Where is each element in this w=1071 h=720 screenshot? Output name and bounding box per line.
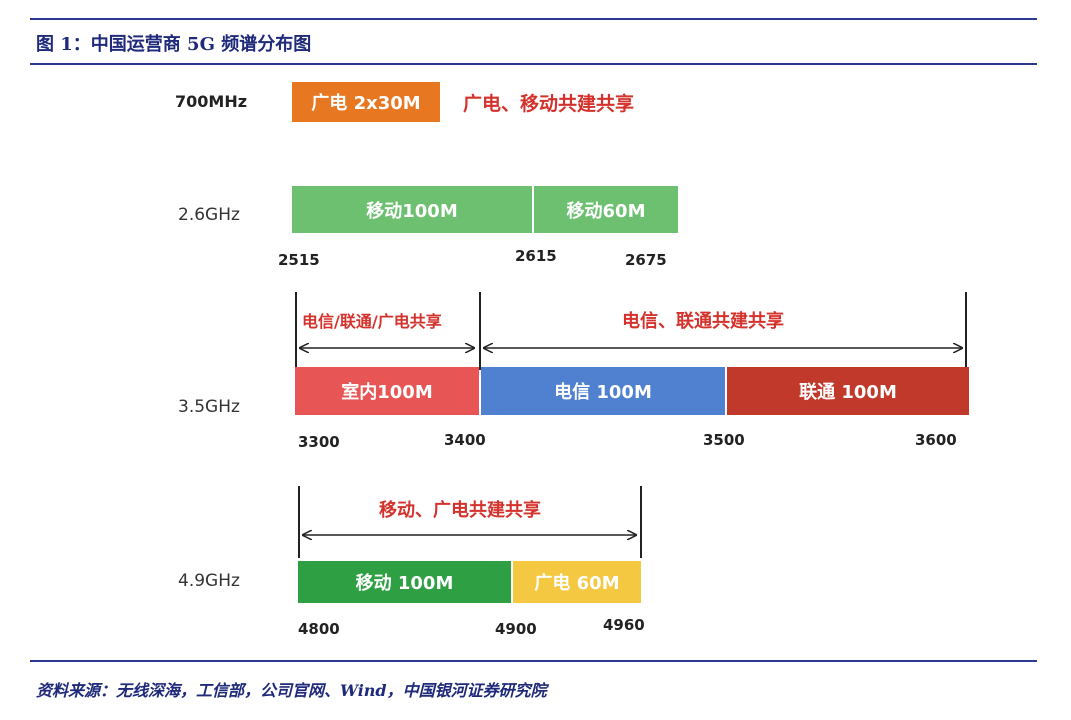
tick-2675: 2675 (625, 251, 667, 269)
tick-3300: 3300 (298, 433, 340, 451)
block-guangdian-2x30m: 广电 2x30M (292, 82, 440, 122)
block-guangdian-60m: 广电 60M (513, 561, 641, 603)
tick-2615: 2615 (515, 247, 557, 265)
tick-3400: 3400 (444, 431, 486, 449)
divider-3400 (479, 292, 481, 370)
block-indoor-100m: 室内100M (295, 367, 479, 415)
divider-3600 (965, 292, 967, 370)
block-mobile-60m-2-6: 移动60M (534, 186, 678, 233)
tick-4800: 4800 (298, 620, 340, 638)
band-label-2-6ghz: 2.6GHz (178, 205, 240, 225)
figure-title: 图 1：中国运营商 5G 频谱分布图 (36, 34, 312, 55)
band-label-4-9ghz: 4.9GHz (178, 571, 240, 591)
note-3-5-shared-indoor: 电信/联通/广电共享 (302, 312, 442, 331)
block-mobile-100m-2-6: 移动100M (292, 186, 532, 233)
note-700-shared: 广电、移动共建共享 (463, 93, 635, 115)
block-unicom-100m: 联通 100M (727, 367, 969, 415)
divider-4960 (640, 486, 642, 558)
band-label-3-5ghz: 3.5GHz (178, 397, 240, 417)
divider-4800 (298, 486, 300, 558)
top-rule-2 (30, 63, 1037, 65)
tick-4960: 4960 (603, 616, 645, 634)
band-label-700mhz: 700MHz (175, 92, 248, 111)
tick-3600: 3600 (915, 431, 957, 449)
source-note: 资料来源：无线深海，工信部，公司官网、Wind，中国银河证券研究院 (36, 681, 547, 700)
top-rule-1 (30, 18, 1037, 20)
note-4-9-cobuild: 移动、广电共建共享 (379, 500, 541, 521)
block-mobile-100m-4-9: 移动 100M (298, 561, 511, 603)
tick-3500: 3500 (703, 431, 745, 449)
bottom-rule (30, 660, 1037, 662)
tick-2515: 2515 (278, 251, 320, 269)
block-telecom-100m: 电信 100M (481, 367, 725, 415)
tick-4900: 4900 (495, 620, 537, 638)
note-3-5-cobuild: 电信、联通共建共享 (622, 311, 784, 332)
divider-3300 (295, 292, 297, 370)
